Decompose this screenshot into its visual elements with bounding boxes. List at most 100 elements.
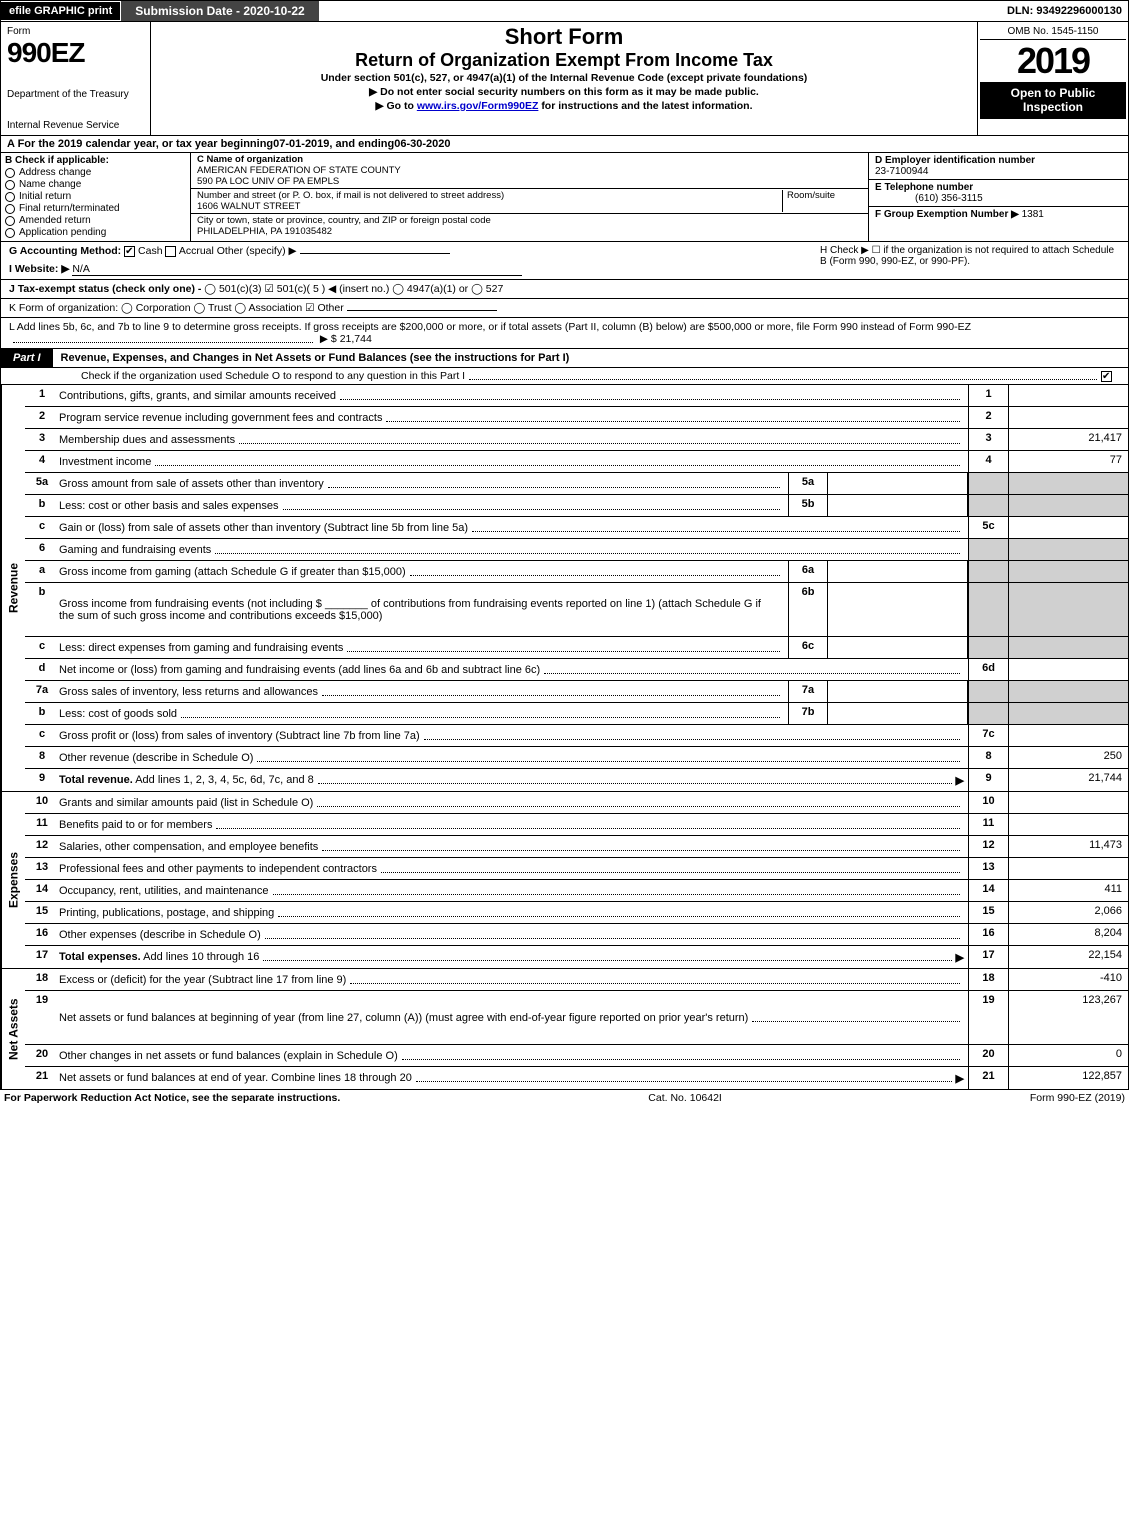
schedule-o-checkbox[interactable] xyxy=(1101,371,1112,382)
line-number: 9 xyxy=(25,769,59,791)
right-line-number xyxy=(968,561,1008,582)
line-number: a xyxy=(25,561,59,582)
room-label: Room/suite xyxy=(787,190,835,201)
right-line-value: 11,473 xyxy=(1008,836,1128,857)
other-org-input[interactable] xyxy=(347,310,497,311)
block-def: D Employer identification number 23-7100… xyxy=(868,153,1128,241)
org-name-2: 590 PA LOC UNIV OF PA EMPLS xyxy=(197,176,339,187)
right-line-number: 10 xyxy=(968,792,1008,813)
mid-line-number: 7a xyxy=(788,681,828,702)
line-description: Excess or (deficit) for the year (Subtra… xyxy=(59,969,968,990)
block-b-checkbox[interactable] xyxy=(5,228,15,238)
mid-line-value xyxy=(828,637,968,658)
ein-label: D Employer identification number xyxy=(875,155,1035,166)
line-l-amount-label: ▶ $ xyxy=(320,333,337,345)
group-exemption-label: F Group Exemption Number ▶ xyxy=(875,209,1019,220)
line-number: d xyxy=(25,659,59,680)
right-line-value xyxy=(1008,703,1128,724)
right-line-value xyxy=(1008,792,1128,813)
line-number: c xyxy=(25,637,59,658)
block-b-option: Final return/terminated xyxy=(5,203,186,214)
mid-line-value xyxy=(828,681,968,702)
ein-value: 23-7100944 xyxy=(875,166,928,177)
accrual-checkbox[interactable] xyxy=(165,246,176,257)
right-line-number: 3 xyxy=(968,429,1008,450)
line-row: 20Other changes in net assets or fund ba… xyxy=(25,1045,1128,1067)
line-row: 14Occupancy, rent, utilities, and mainte… xyxy=(25,880,1128,902)
revenue-side-label: Revenue xyxy=(1,385,25,791)
line-row: dNet income or (loss) from gaming and fu… xyxy=(25,659,1128,681)
block-b-checkbox[interactable] xyxy=(5,216,15,226)
top-bar: efile GRAPHIC print Submission Date - 20… xyxy=(0,0,1129,22)
revenue-table: Revenue 1Contributions, gifts, grants, a… xyxy=(0,385,1129,792)
mid-line-number: 6a xyxy=(788,561,828,582)
line-row: 16Other expenses (describe in Schedule O… xyxy=(25,924,1128,946)
right-line-number: 5c xyxy=(968,517,1008,538)
right-line-number: 21 xyxy=(968,1067,1008,1089)
right-line-number xyxy=(968,681,1008,702)
block-c-label: C Name of organization xyxy=(197,154,303,165)
line-row: bGross income from fundraising events (n… xyxy=(25,583,1128,637)
block-b-checkbox[interactable] xyxy=(5,192,15,202)
accounting-method-label: G Accounting Method: xyxy=(9,245,121,257)
header-center: Short Form Return of Organization Exempt… xyxy=(151,22,978,135)
efile-print-button[interactable]: efile GRAPHIC print xyxy=(1,2,121,20)
part-1-title: Revenue, Expenses, and Changes in Net As… xyxy=(61,352,1128,364)
expenses-table: Expenses 10Grants and similar amounts pa… xyxy=(0,792,1129,969)
other-method-input[interactable] xyxy=(300,253,450,254)
line-description: Gross profit or (loss) from sales of inv… xyxy=(59,725,968,746)
line-description: Less: direct expenses from gaming and fu… xyxy=(59,637,788,658)
line-description: Total revenue. Add lines 1, 2, 3, 4, 5c,… xyxy=(59,769,968,791)
block-b-checkbox[interactable] xyxy=(5,168,15,178)
section-k: K Form of organization: ◯ Corporation ◯ … xyxy=(0,299,1129,318)
line-number: 18 xyxy=(25,969,59,990)
line-row: cLess: direct expenses from gaming and f… xyxy=(25,637,1128,659)
mid-line-value xyxy=(828,473,968,494)
schedule-o-check-text: Check if the organization used Schedule … xyxy=(81,370,465,382)
right-line-number xyxy=(968,539,1008,560)
line-row: 18Excess or (deficit) for the year (Subt… xyxy=(25,969,1128,991)
form-subtitle: Return of Organization Exempt From Incom… xyxy=(161,50,967,71)
form-label: Form xyxy=(7,26,144,37)
line-number: b xyxy=(25,703,59,724)
right-line-number: 18 xyxy=(968,969,1008,990)
line-number: b xyxy=(25,583,59,636)
cash-checkbox[interactable] xyxy=(124,246,135,257)
section-l: L Add lines 5b, 6c, and 7b to line 9 to … xyxy=(0,318,1129,349)
submission-date-button[interactable]: Submission Date - 2020-10-22 xyxy=(121,1,318,21)
line-description: Less: cost or other basis and sales expe… xyxy=(59,495,788,516)
right-line-number xyxy=(968,495,1008,516)
line-description: Gross income from fundraising events (no… xyxy=(59,583,788,636)
goto-suffix: for instructions and the latest informat… xyxy=(541,100,752,112)
block-b-option-label: Address change xyxy=(19,167,91,178)
right-line-value: 411 xyxy=(1008,880,1128,901)
line-a-row: A For the 2019 calendar year, or tax yea… xyxy=(0,136,1129,153)
right-line-number: 8 xyxy=(968,747,1008,768)
block-b-checkbox[interactable] xyxy=(5,204,15,214)
mid-line-value xyxy=(828,703,968,724)
net-assets-table: Net Assets 18Excess or (deficit) for the… xyxy=(0,969,1129,1090)
right-line-value xyxy=(1008,385,1128,406)
right-line-value xyxy=(1008,407,1128,428)
line-description: Benefits paid to or for members xyxy=(59,814,968,835)
section-j: J Tax-exempt status (check only one) - ◯… xyxy=(0,280,1129,299)
block-b-checkbox[interactable] xyxy=(5,180,15,190)
block-b-option-label: Final return/terminated xyxy=(19,203,120,214)
tax-year-begin: 07-01-2019 xyxy=(273,138,329,150)
right-line-value xyxy=(1008,814,1128,835)
line-description: Gaming and fundraising events xyxy=(59,539,968,560)
line-description: Other revenue (describe in Schedule O) xyxy=(59,747,968,768)
right-line-number: 4 xyxy=(968,451,1008,472)
line-row: 17Total expenses. Add lines 10 through 1… xyxy=(25,946,1128,968)
line-number: 17 xyxy=(25,946,59,968)
form-number: 990EZ xyxy=(7,37,144,69)
header-right: OMB No. 1545-1150 2019 Open to Public In… xyxy=(978,22,1128,135)
arrow-icon: ▶ xyxy=(956,951,964,964)
block-b-option: Application pending xyxy=(5,227,186,238)
line-number: 21 xyxy=(25,1067,59,1089)
line-number: 13 xyxy=(25,858,59,879)
part-1-label: Part I xyxy=(1,349,53,367)
open-public-badge: Open to Public Inspection xyxy=(980,82,1126,119)
irs-link[interactable]: www.irs.gov/Form990EZ xyxy=(417,100,539,112)
dln-value: 93492296000130 xyxy=(1036,5,1122,17)
